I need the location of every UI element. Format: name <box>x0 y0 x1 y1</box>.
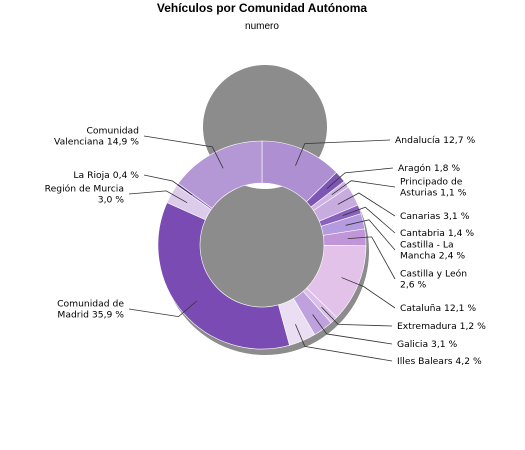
label-line-galicia-0: Galicia 3,1 % <box>397 339 458 350</box>
leader-andalucia <box>295 139 391 166</box>
label-line-region-de-murcia-0: Región de Murcia <box>45 184 124 195</box>
leader-lines <box>128 135 396 362</box>
label-la-rioja: La Rioja 0,4 % <box>73 170 139 181</box>
label-line-region-de-murcia-1: 3,0 % <box>98 195 125 206</box>
label-castilla-y-leon: Castilla y León 2,6 % <box>400 269 467 291</box>
label-line-comunidad-de-madrid-1: Madrid 35,9 % <box>57 310 124 321</box>
label-line-castilla-y-leon-0: Castilla y León <box>400 269 467 280</box>
leader-galicia <box>312 314 393 345</box>
label-line-comunidad-valenciana-1: Valenciana 14,9 % <box>54 137 139 148</box>
leader-comunidad-valenciana <box>143 135 224 169</box>
label-illes-balears: Illes Balears 4,2 % <box>397 356 482 367</box>
label-line-comunidad-de-madrid-0: Comunidad de <box>57 299 124 310</box>
label-comunidad-de-madrid: Comunidad de Madrid 35,9 % <box>57 299 124 321</box>
leader-cantabria <box>342 206 396 234</box>
label-line-cantabria-0: Cantabria 1,4 % <box>400 228 474 239</box>
label-line-andalucia-0: Andalucía 12,7 % <box>395 135 475 146</box>
leader-principado-de-asturias <box>331 180 396 196</box>
label-line-cataluna-0: Cataluña 12,1 % <box>400 303 476 314</box>
leader-illes-balears <box>295 324 393 362</box>
chart-title: Vehículos por Comunidad Autónoma <box>157 1 368 15</box>
label-cantabria: Cantabria 1,4 % <box>400 228 474 239</box>
label-line-castilla-y-leon-1: 2,6 % <box>400 280 427 291</box>
label-line-aragon-0: Aragón 1,8 % <box>398 163 460 174</box>
label-cataluna: Cataluña 12,1 % <box>400 303 476 314</box>
donut-slices <box>157 140 367 350</box>
label-line-castilla-la-mancha-0: Castilla - La <box>400 240 454 251</box>
label-line-extremadura-0: Extremadura 1,2 % <box>397 321 486 332</box>
label-line-illes-balears-0: Illes Balears 4,2 % <box>397 356 482 367</box>
leader-canarias <box>337 192 396 217</box>
label-principado-de-asturias: Principado de Asturias 1,1 % <box>400 177 467 199</box>
label-extremadura: Extremadura 1,2 % <box>397 321 486 332</box>
label-line-la-rioja-0: La Rioja 0,4 % <box>73 170 139 181</box>
leader-cataluna <box>341 277 396 309</box>
label-line-comunidad-valenciana-0: Comunidad <box>87 126 139 137</box>
label-line-canarias-0: Canarias 3,1 % <box>400 211 470 222</box>
label-castilla-la-mancha: Castilla - La Mancha 2,4 % <box>400 240 465 262</box>
label-aragon: Aragón 1,8 % <box>398 163 460 174</box>
leader-castilla-la-mancha <box>345 219 396 251</box>
leader-la-rioja <box>143 174 193 196</box>
label-line-principado-de-asturias-0: Principado de <box>400 177 463 188</box>
leader-region-de-murcia <box>128 190 188 204</box>
leader-extremadura <box>321 306 393 327</box>
chart-subtitle: numero <box>245 21 279 32</box>
label-canarias: Canarias 3,1 % <box>400 211 470 222</box>
label-galicia: Galicia 3,1 % <box>397 339 458 350</box>
slice-comunidad-de-madrid <box>157 202 290 350</box>
label-line-principado-de-asturias-1: Asturias 1,1 % <box>400 188 467 199</box>
slice-comunidad-valenciana <box>177 140 263 209</box>
label-region-de-murcia: Región de Murcia 3,0 % <box>45 184 125 206</box>
label-andalucia: Andalucía 12,7 % <box>395 135 475 146</box>
leader-castilla-y-leon <box>347 236 396 280</box>
leader-comunidad-de-madrid <box>128 300 197 318</box>
slice-labels: Andalucía 12,7 % Aragón 1,8 % Principado d… <box>45 126 487 368</box>
label-line-castilla-la-mancha-1: Mancha 2,4 % <box>400 251 465 262</box>
label-comunidad-valenciana: Comunidad Valenciana 14,9 % <box>54 126 139 148</box>
leader-aragon <box>326 167 394 189</box>
